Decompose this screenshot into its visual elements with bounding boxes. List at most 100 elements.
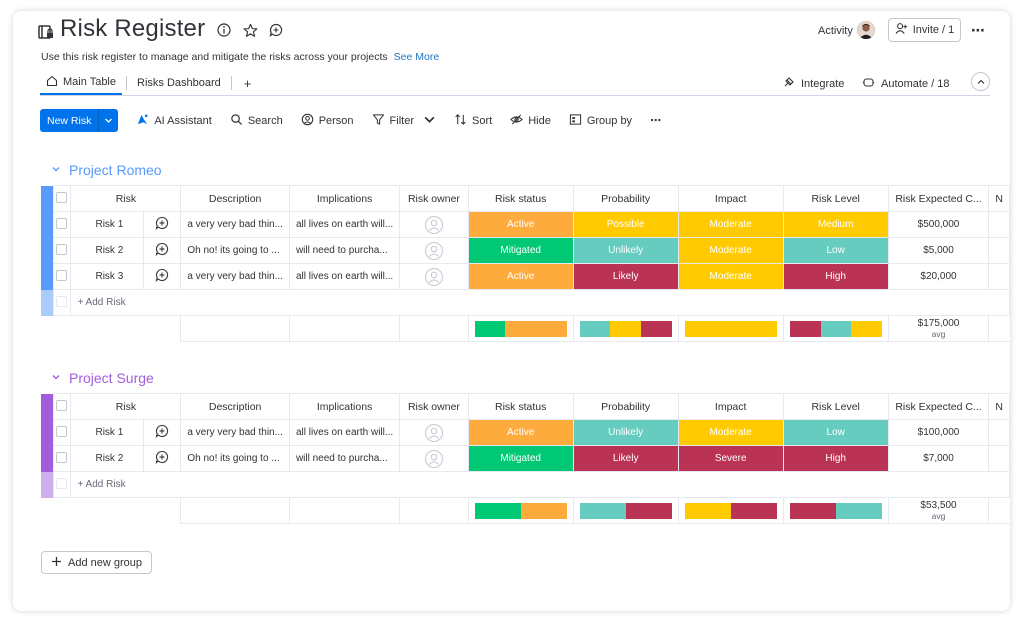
column-header-description[interactable]: Description — [180, 185, 290, 212]
add-update-icon[interactable] — [143, 445, 182, 472]
expected-cost-summary[interactable]: $175,000 avg — [887, 315, 989, 342]
group-by-button[interactable]: Group by — [569, 113, 632, 129]
star-icon[interactable] — [243, 23, 259, 39]
group-title[interactable]: Project Surge — [69, 370, 154, 386]
impact-cell[interactable]: Moderate — [677, 419, 784, 446]
column-header-risk[interactable]: Risk — [70, 185, 182, 212]
activity-button[interactable]: Activity — [818, 25, 853, 37]
new-risk-label[interactable]: New Risk — [47, 114, 92, 127]
group-header-surge[interactable]: Project Surge — [51, 370, 154, 386]
row-checkbox[interactable] — [52, 263, 72, 290]
row-checkbox[interactable] — [52, 289, 72, 316]
column-header-impact[interactable]: Impact — [677, 185, 784, 212]
avatar[interactable] — [857, 21, 875, 39]
implications-cell[interactable]: will need to purcha... — [288, 445, 401, 472]
risk-status-cell[interactable]: Active — [467, 419, 574, 446]
row-checkbox[interactable] — [52, 471, 72, 498]
add-update-icon[interactable] — [143, 211, 182, 238]
board-menu-icon[interactable]: ⋯ — [971, 22, 986, 38]
next-column-cell[interactable] — [988, 263, 1010, 290]
table-row[interactable]: Risk 1 a very very bad thin... all lives… — [41, 211, 1010, 238]
column-header-probability[interactable]: Probability — [572, 393, 679, 420]
column-header-implications[interactable]: Implications — [288, 185, 401, 212]
table-row[interactable]: Risk 2 Oh no! its going to ... will need… — [41, 445, 1010, 472]
status-summary-bar[interactable] — [467, 497, 574, 524]
row-checkbox[interactable] — [52, 419, 72, 446]
risk-status-cell[interactable]: Mitigated — [467, 445, 574, 472]
risk-name-cell[interactable]: Risk 1 — [70, 419, 145, 446]
add-new-group-button[interactable]: Add new group — [41, 551, 152, 574]
column-header-risk-status[interactable]: Risk status — [467, 393, 574, 420]
column-header-expected-cost[interactable]: Risk Expected C... — [887, 185, 990, 212]
tab-main-table[interactable]: Main Table — [40, 71, 122, 95]
risk-level-cell[interactable]: High — [782, 445, 889, 472]
risk-level-summary-bar[interactable] — [782, 315, 889, 342]
risk-status-cell[interactable]: Active — [467, 211, 574, 238]
risk-name-cell[interactable]: Risk 2 — [70, 445, 145, 472]
risk-level-cell[interactable]: Medium — [782, 211, 889, 238]
column-header-expected-cost[interactable]: Risk Expected C... — [887, 393, 990, 420]
risk-level-cell[interactable]: Low — [782, 237, 889, 264]
impact-cell[interactable]: Severe — [677, 445, 784, 472]
person-filter-button[interactable]: Person — [301, 113, 354, 129]
add-update-icon[interactable] — [143, 419, 182, 446]
next-column-cell[interactable] — [988, 419, 1010, 446]
add-risk-input[interactable]: + Add Risk — [70, 289, 1010, 316]
implications-cell[interactable]: all lives on earth will... — [288, 263, 401, 290]
column-header-risk-level[interactable]: Risk Level — [782, 185, 889, 212]
row-checkbox[interactable] — [52, 445, 72, 472]
ai-assistant-button[interactable]: AI Assistant — [136, 113, 212, 129]
group-title[interactable]: Project Romeo — [69, 162, 162, 178]
impact-cell[interactable]: Moderate — [677, 211, 784, 238]
description-cell[interactable]: Oh no! its going to ... — [180, 237, 290, 264]
automate-button[interactable]: Automate / 18 — [862, 76, 950, 91]
probability-summary-bar[interactable] — [572, 315, 679, 342]
implications-cell[interactable]: all lives on earth will... — [288, 211, 401, 238]
description-cell[interactable]: a very very bad thin... — [180, 263, 290, 290]
search-button[interactable]: Search — [230, 113, 283, 129]
table-row[interactable]: Risk 2 Oh no! its going to ... will need… — [41, 237, 1010, 264]
add-update-icon[interactable] — [143, 237, 182, 264]
risk-name-cell[interactable]: Risk 1 — [70, 211, 145, 238]
info-icon[interactable] — [217, 23, 233, 39]
row-checkbox[interactable] — [52, 211, 72, 238]
risk-level-summary-bar[interactable] — [782, 497, 889, 524]
add-item-row[interactable]: + Add Risk — [41, 289, 1010, 316]
next-column-cell[interactable] — [988, 445, 1010, 472]
sort-button[interactable]: Sort — [454, 113, 492, 129]
risk-status-cell[interactable]: Active — [467, 263, 574, 290]
add-update-icon[interactable] — [143, 263, 182, 290]
impact-cell[interactable]: Moderate — [677, 263, 784, 290]
collapse-header-button[interactable] — [971, 72, 990, 91]
expected-cost-summary[interactable]: $53,500 avg — [887, 497, 989, 524]
add-view-button[interactable]: + — [243, 75, 252, 91]
probability-cell[interactable]: Likely — [572, 445, 679, 472]
row-checkbox[interactable] — [52, 237, 72, 264]
column-header-risk-status[interactable]: Risk status — [467, 185, 574, 212]
probability-summary-bar[interactable] — [572, 497, 679, 524]
risk-status-cell[interactable]: Mitigated — [467, 237, 574, 264]
risk-owner-cell[interactable] — [399, 237, 469, 264]
risk-owner-cell[interactable] — [399, 445, 469, 472]
column-header-risk-level[interactable]: Risk Level — [782, 393, 889, 420]
risk-owner-cell[interactable] — [399, 211, 469, 238]
see-more-link[interactable]: See More — [393, 51, 440, 63]
expected-cost-cell[interactable]: $500,000 — [887, 211, 990, 238]
column-header-probability[interactable]: Probability — [572, 185, 679, 212]
expected-cost-cell[interactable]: $5,000 — [887, 237, 990, 264]
risk-name-cell[interactable]: Risk 3 — [70, 263, 145, 290]
implications-cell[interactable]: all lives on earth will... — [288, 419, 401, 446]
column-header-risk-owner[interactable]: Risk owner — [399, 185, 469, 212]
next-column-cell[interactable] — [988, 237, 1010, 264]
group-header-romeo[interactable]: Project Romeo — [51, 162, 162, 178]
risk-level-cell[interactable]: High — [782, 263, 889, 290]
next-column-cell[interactable] — [988, 211, 1010, 238]
implications-cell[interactable]: will need to purcha... — [288, 237, 401, 264]
expected-cost-cell[interactable]: $100,000 — [887, 419, 990, 446]
probability-cell[interactable]: Possible — [572, 211, 679, 238]
new-risk-button[interactable]: New Risk — [40, 109, 119, 132]
impact-cell[interactable]: Moderate — [677, 237, 784, 264]
chat-icon[interactable] — [269, 23, 285, 39]
integrate-button[interactable]: Integrate — [783, 76, 844, 91]
table-row[interactable]: Risk 1 a very very bad thin... all lives… — [41, 419, 1010, 446]
